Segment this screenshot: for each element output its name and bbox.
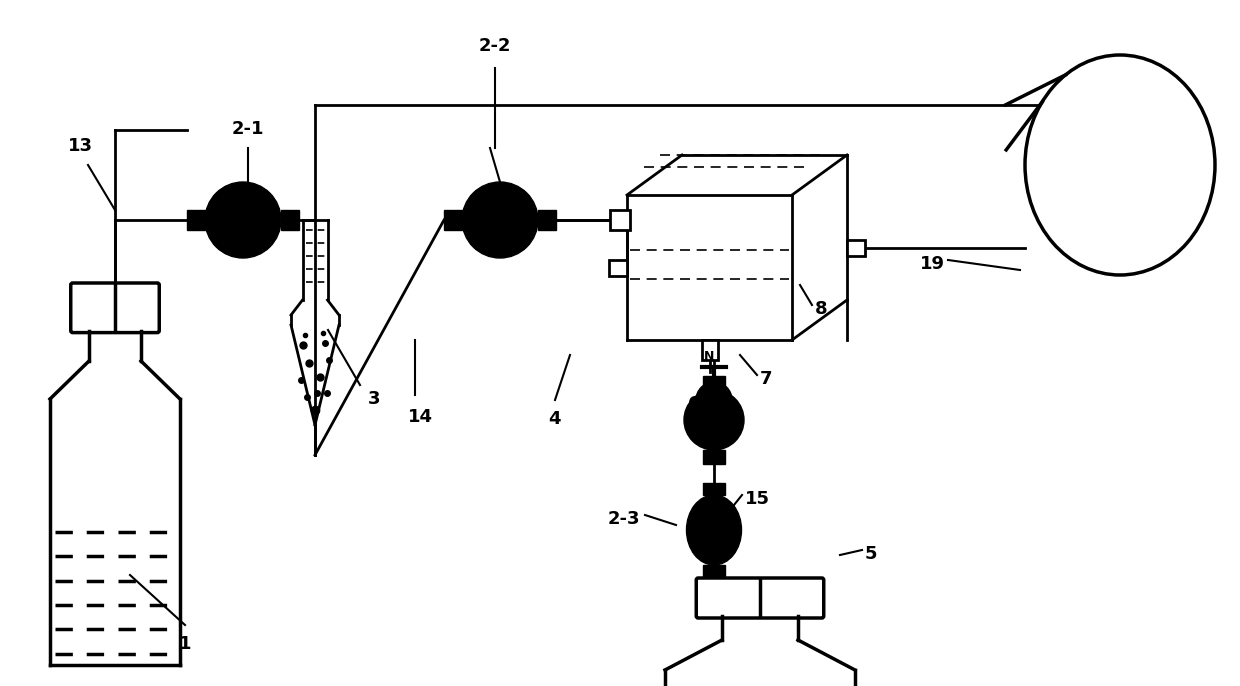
Bar — [847, 239, 866, 255]
Circle shape — [205, 182, 281, 258]
Bar — [703, 483, 725, 495]
Bar — [703, 565, 725, 577]
Ellipse shape — [687, 495, 742, 565]
Bar — [538, 210, 556, 230]
Text: 6: 6 — [687, 395, 701, 413]
Text: 2-1: 2-1 — [232, 120, 264, 138]
Text: 3: 3 — [368, 390, 381, 408]
Text: 15: 15 — [745, 490, 770, 508]
Bar — [702, 340, 718, 360]
Bar — [187, 210, 205, 230]
Bar — [444, 210, 463, 230]
Text: 2-2: 2-2 — [479, 37, 511, 55]
Bar — [610, 210, 630, 230]
Text: 2-3: 2-3 — [608, 510, 640, 528]
Circle shape — [696, 382, 732, 418]
Text: 14: 14 — [408, 408, 433, 426]
Text: 1: 1 — [179, 635, 191, 653]
Text: 8: 8 — [815, 300, 827, 318]
Text: 13: 13 — [67, 137, 93, 155]
FancyBboxPatch shape — [696, 578, 823, 618]
Bar — [703, 450, 725, 464]
Text: 7: 7 — [760, 370, 773, 388]
Bar — [281, 210, 299, 230]
Text: 19: 19 — [920, 255, 945, 273]
Text: N: N — [703, 350, 714, 363]
FancyBboxPatch shape — [71, 283, 159, 333]
Ellipse shape — [1025, 55, 1215, 275]
Bar — [609, 259, 627, 276]
Bar — [709, 377, 719, 382]
Circle shape — [684, 390, 744, 450]
Text: 5: 5 — [866, 545, 878, 563]
Text: 4: 4 — [548, 410, 560, 428]
Bar — [703, 376, 725, 390]
Circle shape — [463, 182, 538, 258]
